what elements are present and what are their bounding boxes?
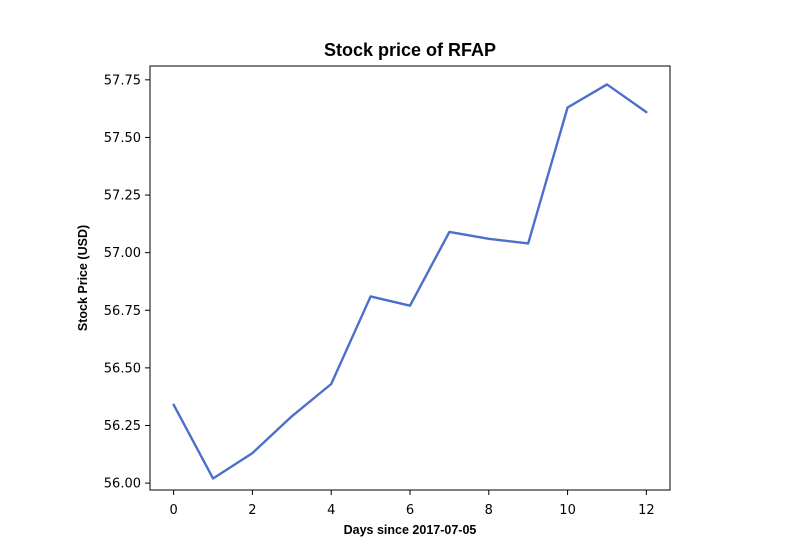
y-tick-label: 56.25 xyxy=(104,419,141,434)
x-tick-label: 4 xyxy=(327,503,335,518)
y-tick-label: 57.50 xyxy=(104,131,141,146)
x-tick-label: 8 xyxy=(485,503,493,518)
y-tick-label: 56.00 xyxy=(104,477,141,492)
y-tick-label: 57.75 xyxy=(104,73,141,88)
y-tick-label: 56.75 xyxy=(104,304,141,319)
x-tick-label: 2 xyxy=(248,503,256,518)
y-tick-label: 57.25 xyxy=(104,189,141,204)
y-axis-ticks: 56.00 56.25 56.50 56.75 57.00 57.25 57.50 57.75 xyxy=(104,73,150,492)
x-axis-label: Days since 2017-07-05 xyxy=(344,523,477,537)
x-axis-ticks: 0 2 4 6 8 10 12 xyxy=(169,490,655,518)
y-tick-label: 56.50 xyxy=(104,361,141,376)
x-tick-label: 6 xyxy=(406,503,414,518)
series-layer xyxy=(172,83,648,480)
x-tick-label: 10 xyxy=(559,503,576,518)
series-line xyxy=(172,83,648,480)
y-tick-label: 57.00 xyxy=(104,246,141,261)
plot-area-frame xyxy=(149,65,671,491)
chart-title: Stock price of RFAP xyxy=(324,40,496,60)
y-axis-label: Stock Price (USD) xyxy=(76,225,90,331)
x-tick-label: 12 xyxy=(638,503,655,518)
x-tick-label: 0 xyxy=(169,503,177,518)
